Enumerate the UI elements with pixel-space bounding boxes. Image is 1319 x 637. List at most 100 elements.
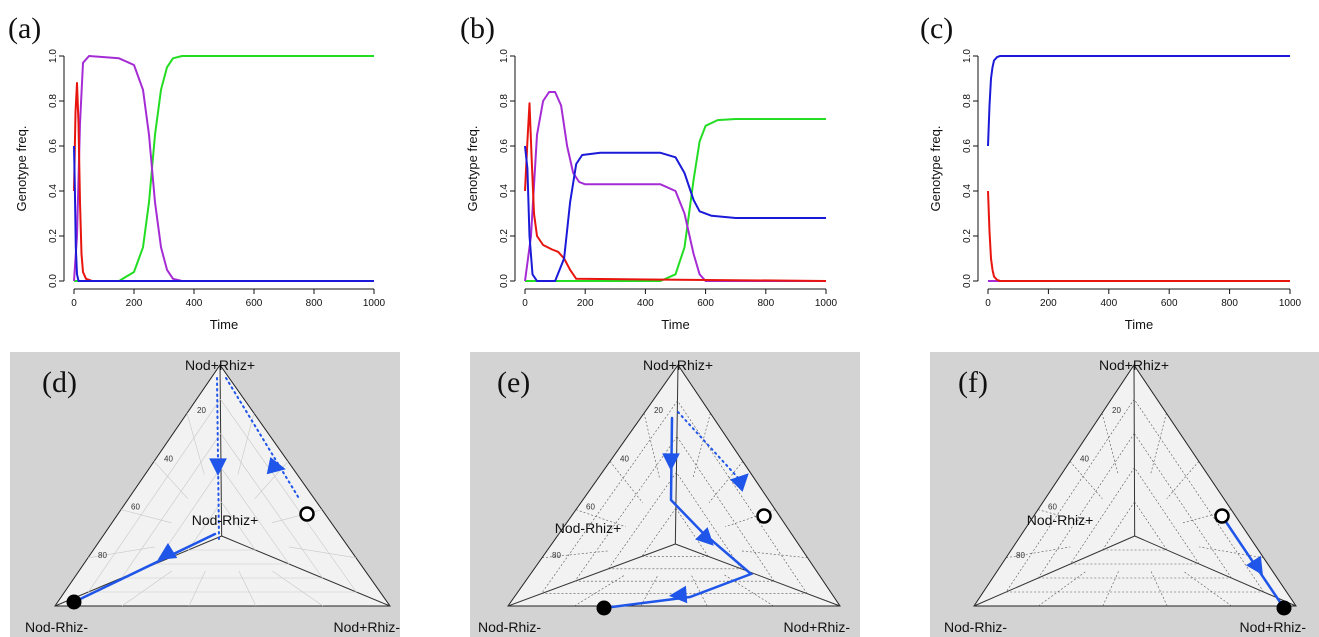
grid-line bbox=[1199, 546, 1264, 559]
face-edge bbox=[221, 535, 391, 607]
grid-line bbox=[188, 501, 222, 551]
grid-line bbox=[238, 570, 257, 607]
grid-line bbox=[641, 508, 677, 557]
grid-line bbox=[1005, 399, 1135, 593]
y-tick-label: 0.2 bbox=[48, 229, 59, 243]
grid-line bbox=[288, 546, 357, 559]
series-line-red bbox=[987, 190, 1290, 282]
x-tick-label: 1000 bbox=[1279, 298, 1302, 309]
grid-line bbox=[1038, 433, 1135, 579]
trajectory-main bbox=[602, 416, 754, 610]
y-tick-label: 0.8 bbox=[499, 94, 510, 108]
x-tick-label: 600 bbox=[1161, 298, 1178, 309]
x-tick-label: 200 bbox=[577, 298, 594, 309]
line-chart-b: (b) 0 200 400 600 800 1000 0.0 0.2 0.4 0.6 0.8 1.0 Ti… bbox=[460, 12, 838, 332]
direction-arrow bbox=[157, 543, 178, 560]
series-line-purple bbox=[524, 91, 826, 282]
panel-letter: (b) bbox=[460, 12, 495, 45]
y-tick-label: 0.8 bbox=[48, 94, 59, 108]
trajectory-vertical bbox=[216, 377, 220, 541]
trajectory-dotted bbox=[677, 411, 741, 481]
ternary-tick-label: 40 bbox=[1080, 454, 1089, 463]
x-tick-label: 0 bbox=[71, 298, 77, 309]
y-tick-label: 1.0 bbox=[48, 49, 59, 63]
panel-letter: (a) bbox=[8, 12, 41, 45]
y-tick-label: 1.0 bbox=[499, 49, 510, 63]
series-line-blue bbox=[524, 145, 826, 282]
y-tick-label: 0.6 bbox=[499, 139, 510, 153]
grid-line bbox=[676, 436, 775, 582]
ternary-triangle bbox=[54, 364, 391, 607]
x-tick-label: 800 bbox=[757, 298, 774, 309]
vertex-label-bottom-left: Nod-Rhiz- bbox=[25, 619, 88, 635]
ternary-tick-label: 80 bbox=[552, 551, 561, 560]
y-tick-label: 0.0 bbox=[962, 274, 973, 288]
x-tick-label: 600 bbox=[246, 298, 263, 309]
grid-line bbox=[88, 399, 221, 593]
vertex-label-bottom-right: Nod+Rhiz- bbox=[333, 619, 400, 635]
x-tick-label: 0 bbox=[985, 298, 991, 309]
y-tick-label: 0.4 bbox=[962, 184, 973, 198]
x-tick-label: 600 bbox=[697, 298, 714, 309]
series-line-red bbox=[73, 82, 374, 282]
ternary-tick-label: 20 bbox=[1112, 406, 1121, 415]
vertex-label-top: Nod+Rhiz+ bbox=[1099, 357, 1169, 373]
grid-line bbox=[640, 574, 659, 607]
x-tick-label: 800 bbox=[1221, 298, 1238, 309]
grid-line bbox=[609, 461, 643, 503]
grid-line bbox=[220, 433, 323, 579]
series-line-red bbox=[524, 102, 827, 282]
x-tick-label: 0 bbox=[522, 298, 528, 309]
unstable-equilibrium-marker bbox=[1214, 508, 1230, 524]
vertex-label-center: Nod-Rhiz+ bbox=[192, 512, 259, 528]
vertex-label-bottom-left: Nod-Rhiz- bbox=[944, 619, 1007, 635]
y-tick-label: 0.0 bbox=[48, 274, 59, 288]
grid-line bbox=[87, 546, 155, 559]
ternary-tick-label: 20 bbox=[197, 406, 206, 415]
series-line-green bbox=[525, 118, 826, 282]
direction-arrow bbox=[1246, 555, 1263, 576]
grid-line bbox=[186, 413, 205, 475]
trajectory-right bbox=[225, 377, 301, 501]
x-tick-label: 1000 bbox=[363, 298, 386, 309]
stable-equilibrium-marker bbox=[66, 594, 82, 610]
series-line-purple bbox=[73, 55, 374, 282]
ternary-tick-label: 40 bbox=[164, 454, 173, 463]
grid-line bbox=[1038, 570, 1087, 607]
x-axis-title: Time bbox=[210, 317, 238, 332]
x-tick-label: 200 bbox=[1040, 298, 1057, 309]
grid-line bbox=[1101, 413, 1119, 475]
x-axis-title: Time bbox=[661, 317, 689, 332]
vertex-label-top: Nod+Rhiz+ bbox=[643, 357, 713, 373]
direction-arrow bbox=[730, 473, 749, 492]
grid-line bbox=[237, 413, 255, 475]
grid-line bbox=[574, 574, 626, 607]
grid-line bbox=[121, 570, 173, 607]
grid-line bbox=[121, 433, 221, 579]
face-edge bbox=[675, 543, 841, 607]
panel-letter: (c) bbox=[920, 12, 953, 45]
vertex-label-bottom-left: Nod-Rhiz- bbox=[478, 619, 541, 635]
y-tick-label: 0.4 bbox=[48, 184, 59, 198]
direction-arrow bbox=[209, 458, 227, 476]
series-line-green bbox=[74, 55, 374, 282]
ternary-tick-label: 40 bbox=[620, 454, 629, 463]
grid-line bbox=[1150, 570, 1168, 607]
grid-line bbox=[1134, 433, 1232, 579]
grid-line bbox=[541, 550, 609, 559]
grid-line bbox=[1069, 461, 1103, 499]
y-axis-title: Genotype freq. bbox=[14, 126, 29, 212]
grid-line bbox=[1150, 413, 1167, 475]
grid-line bbox=[1134, 467, 1200, 565]
grid-line bbox=[1182, 570, 1232, 607]
y-tick-label: 0.2 bbox=[499, 229, 510, 243]
grid-line bbox=[1102, 501, 1135, 551]
x-tick-label: 400 bbox=[1100, 298, 1117, 309]
grid-line bbox=[1005, 546, 1071, 559]
face-edge bbox=[1133, 364, 1136, 537]
x-tick-label: 1000 bbox=[815, 298, 838, 309]
panel-letter: (e) bbox=[497, 366, 530, 399]
grid-line bbox=[120, 509, 172, 524]
y-tick-label: 0.6 bbox=[962, 139, 973, 153]
